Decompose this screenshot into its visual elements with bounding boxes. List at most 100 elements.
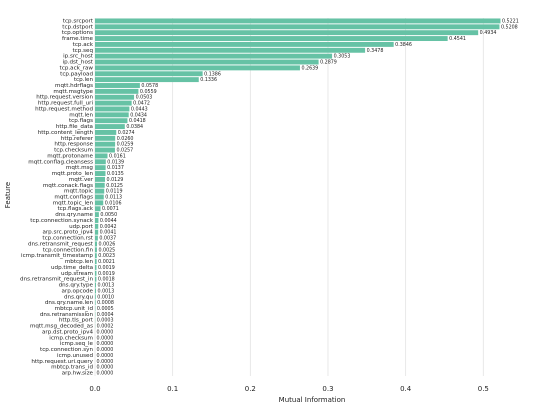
y-tick-label: http.referer <box>61 136 94 142</box>
bar <box>95 100 132 106</box>
value-label: 0.0260 <box>117 136 134 142</box>
bar <box>95 24 500 30</box>
bar <box>95 165 106 171</box>
bar <box>95 176 106 182</box>
bar <box>95 212 99 218</box>
bar <box>95 112 129 118</box>
value-label: 0.0008 <box>97 300 114 306</box>
value-label: 0.0472 <box>133 101 150 107</box>
y-tick-label: tcp.connection.syn <box>40 347 93 353</box>
value-label: 0.0021 <box>98 259 115 265</box>
bar <box>95 270 97 276</box>
y-tick-label: tcp.flags.ack <box>57 206 93 212</box>
value-label: 0.3053 <box>334 54 351 60</box>
y-tick-label: dns.qry.qu <box>64 294 93 300</box>
value-label: 0.4934 <box>480 30 497 36</box>
y-tick-label: tcp.connection.synack <box>30 218 93 224</box>
x-tick-label: 0.0 <box>89 385 100 393</box>
y-tick-label: icmp.unused <box>57 353 93 359</box>
value-label: 0.0000 <box>97 359 114 365</box>
value-label: 0.0002 <box>97 324 114 330</box>
y-tick-label: udp.port <box>69 224 94 230</box>
bar <box>95 153 108 159</box>
y-tick-label: icmp.transmit_timestamp <box>21 253 93 259</box>
value-label: 0.0004 <box>97 312 114 318</box>
y-tick-label: http.tls_port <box>59 318 94 324</box>
value-label: 0.0135 <box>107 171 124 177</box>
bar <box>95 47 366 53</box>
y-tick-label: mqtt.hdrflags <box>55 83 93 89</box>
y-tick-label: dns.qry.name.len <box>45 300 94 306</box>
y-tick-label: tcp.ack <box>73 42 94 48</box>
value-label: 0.0041 <box>100 230 117 236</box>
y-tick-label: http.file_data <box>56 124 93 130</box>
value-label: 0.0071 <box>102 206 119 212</box>
value-label: 0.0019 <box>98 265 115 271</box>
bar <box>95 276 97 282</box>
value-label: 0.0003 <box>97 318 114 324</box>
value-label: 0.0384 <box>126 124 143 130</box>
bar <box>95 235 98 241</box>
y-tick-label: icmp.checksum <box>49 335 93 341</box>
bar <box>95 259 97 265</box>
y-tick-label: http.request.full_uri <box>38 101 94 107</box>
value-label: 0.0578 <box>141 83 158 89</box>
bar <box>95 41 394 47</box>
x-tick-label: 0.3 <box>322 385 333 393</box>
bar <box>95 118 128 124</box>
bar <box>95 288 97 294</box>
y-tick-label: tcp.payload <box>60 71 93 77</box>
y-tick-label: tcp.srcport <box>63 18 94 24</box>
bar <box>95 65 300 71</box>
bar <box>95 171 106 176</box>
bar <box>95 135 116 141</box>
x-tick-label: 0.2 <box>245 385 256 393</box>
value-label: 0.0559 <box>140 89 157 95</box>
bar <box>95 200 104 206</box>
bar <box>95 253 97 259</box>
value-label: 0.0274 <box>118 130 135 136</box>
y-tick-label: http.request.method <box>35 106 93 112</box>
value-label: 0.0129 <box>107 177 124 183</box>
y-tick-label: mqtt.msg_decoded_as <box>30 324 93 330</box>
y-tick-label: tcp.checksum <box>54 148 93 154</box>
value-label: 0.0434 <box>130 112 147 118</box>
bar <box>95 106 130 112</box>
bar <box>95 83 140 88</box>
y-tick-label: tcp.options <box>62 30 93 36</box>
value-label: 0.0044 <box>100 218 117 224</box>
value-label: 0.0005 <box>97 306 114 312</box>
value-label: 0.0019 <box>98 271 115 277</box>
y-tick-label: ip.dst_host <box>63 60 94 66</box>
bar <box>95 71 203 77</box>
value-label: 0.0000 <box>97 353 114 359</box>
value-label: 0.1386 <box>204 71 221 77</box>
value-label: 0.0050 <box>100 212 117 218</box>
y-tick-label: tcp.connection.fin <box>43 247 94 253</box>
y-tick-label: tcp.dstport <box>62 24 94 30</box>
value-label: 0.0013 <box>98 288 115 294</box>
value-label: 0.0125 <box>106 183 123 189</box>
value-label: 0.3478 <box>367 48 384 54</box>
y-tick-label: mqtt.conack.flags <box>43 183 93 189</box>
y-tick-label: mbtcp.unit_id <box>55 306 94 312</box>
y-tick-label: http.request.uri.query <box>31 359 93 365</box>
value-label: 0.0161 <box>109 153 126 159</box>
y-tick-label: udp.time_delta <box>51 265 93 271</box>
x-tick-label: 0.5 <box>478 385 489 393</box>
y-tick-label: arp.dst.proto_ipv4 <box>42 329 93 335</box>
bar <box>95 264 97 270</box>
y-tick-label: frame.time <box>62 36 94 42</box>
y-tick-label: mqtt.msgtype <box>53 89 93 95</box>
value-label: 0.0000 <box>97 347 114 353</box>
value-label: 0.3846 <box>395 42 412 48</box>
bar <box>95 182 105 188</box>
bar <box>95 129 117 135</box>
value-label: 0.0000 <box>97 341 114 347</box>
bar <box>95 53 333 59</box>
value-label: 0.1336 <box>200 77 217 83</box>
y-tick-label: tcp.len <box>74 77 94 83</box>
bar <box>95 30 479 36</box>
y-tick-label: mqtt.msg <box>66 165 94 171</box>
